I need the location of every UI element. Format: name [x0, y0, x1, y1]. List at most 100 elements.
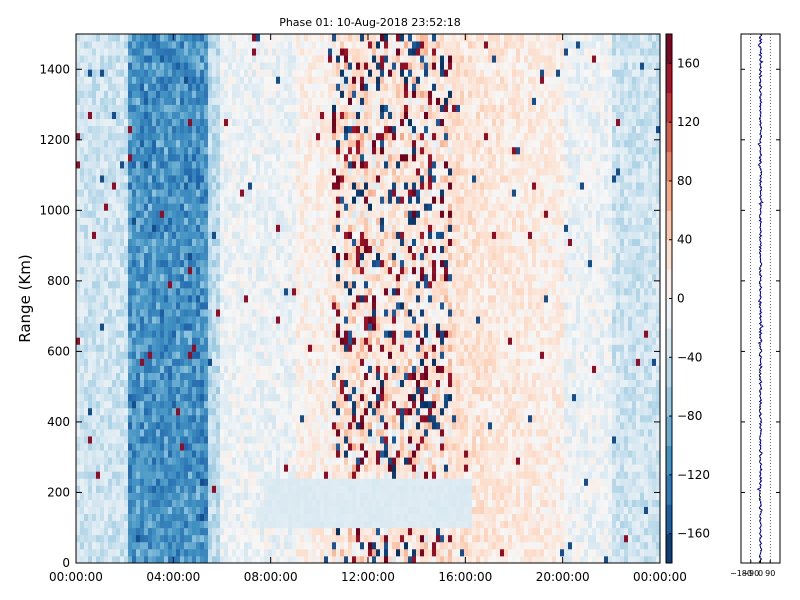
heatmap-cell — [296, 309, 301, 317]
heatmap-cell — [224, 217, 229, 225]
heatmap-cell — [292, 273, 297, 282]
heatmap-cell — [112, 245, 117, 254]
heatmap-cell — [196, 351, 201, 359]
heatmap-cell — [300, 196, 305, 204]
heatmap-cell — [152, 224, 157, 232]
heatmap-cell — [236, 41, 241, 49]
heatmap-cell — [156, 316, 161, 324]
heatmap-cell — [224, 168, 229, 176]
heatmap-cell — [248, 464, 253, 472]
heatmap-cell — [256, 436, 261, 444]
heatmap-cell — [240, 224, 245, 232]
heatmap-cell — [100, 344, 105, 352]
heatmap-cell — [248, 365, 253, 373]
heatmap-cell — [216, 330, 221, 338]
heatmap-cell — [232, 41, 237, 49]
heatmap-cell — [316, 393, 321, 402]
heatmap-cell — [172, 139, 177, 148]
heatmap-cell — [160, 548, 165, 557]
heatmap-cell — [336, 34, 341, 42]
heatmap-cell — [316, 527, 321, 536]
heatmap-cell — [236, 139, 241, 148]
heatmap-cell — [180, 436, 185, 444]
heatmap-cell — [236, 210, 241, 218]
heatmap-cell — [92, 245, 97, 254]
heatmap-cell — [132, 238, 137, 246]
heatmap-cell — [84, 175, 89, 183]
heatmap-cell — [208, 541, 213, 550]
heatmap-cell — [128, 309, 133, 317]
heatmap-cell — [292, 182, 297, 190]
heatmap-cell — [88, 125, 93, 134]
heatmap-cell — [180, 245, 185, 254]
heatmap-cell — [300, 83, 305, 91]
heatmap-cell — [144, 443, 149, 451]
heatmap-cell — [260, 139, 265, 148]
heatmap-cell — [268, 344, 273, 352]
heatmap-cell — [296, 259, 301, 268]
heatmap-cell — [256, 153, 261, 162]
heatmap-cell — [124, 203, 129, 211]
heatmap-cell — [228, 146, 233, 155]
heatmap-cell — [324, 139, 329, 148]
heatmap-cell — [232, 379, 237, 388]
heatmap-cell — [276, 358, 281, 366]
heatmap-cell — [80, 520, 85, 529]
heatmap-cell — [244, 252, 249, 261]
heatmap-cell — [112, 506, 117, 515]
heatmap-cell — [136, 527, 141, 536]
heatmap-cell — [288, 238, 293, 246]
heatmap-cell — [180, 76, 185, 84]
heatmap-cell — [336, 323, 341, 331]
heatmap-cell — [140, 125, 145, 134]
heatmap-cell — [232, 146, 237, 155]
heatmap-cell — [192, 414, 197, 423]
heatmap-cell — [84, 478, 89, 486]
heatmap-cell — [240, 238, 245, 246]
heatmap-cell — [208, 118, 213, 127]
heatmap-cell — [124, 478, 129, 486]
heatmap-cell — [128, 153, 133, 162]
heatmap-cell — [264, 175, 269, 183]
heatmap-cell — [336, 520, 341, 529]
heatmap-cell — [104, 478, 109, 486]
heatmap-cell — [216, 175, 221, 183]
heatmap-cell — [312, 139, 317, 148]
heatmap-cell — [176, 407, 181, 416]
heatmap-cell — [96, 365, 101, 373]
heatmap-cell — [208, 104, 213, 112]
heatmap-cell — [160, 266, 165, 275]
heatmap-cell — [248, 436, 253, 444]
heatmap-cell — [164, 182, 169, 190]
heatmap-cell — [192, 252, 197, 261]
heatmap-cell — [144, 393, 149, 402]
heatmap-cell — [192, 379, 197, 388]
heatmap-cell — [168, 189, 173, 197]
heatmap-cell — [268, 69, 273, 77]
heatmap-cell — [244, 443, 249, 451]
heatmap-cell — [256, 302, 261, 310]
heatmap-cell — [232, 238, 237, 246]
heatmap-cell — [260, 358, 265, 366]
heatmap-cell — [164, 337, 169, 345]
heatmap-cell — [264, 534, 269, 543]
heatmap-cell — [256, 351, 261, 359]
heatmap-cell — [336, 386, 341, 395]
heatmap-cell — [196, 309, 201, 317]
heatmap-cell — [220, 379, 225, 388]
heatmap-cell — [204, 351, 209, 359]
heatmap-cell — [280, 76, 285, 84]
heatmap-cell — [172, 351, 177, 359]
heatmap-cell — [288, 62, 293, 70]
heatmap-cell — [208, 41, 213, 49]
heatmap-cell — [76, 69, 81, 77]
heatmap-cell — [212, 259, 217, 268]
heatmap-cell — [324, 365, 329, 373]
heatmap-cell — [192, 527, 197, 536]
heatmap-cell — [208, 90, 213, 98]
heatmap-cell — [156, 118, 161, 127]
heatmap-cell — [324, 323, 329, 331]
heatmap-cell — [208, 196, 213, 204]
heatmap-cell — [300, 527, 305, 536]
heatmap-cell — [256, 287, 261, 296]
